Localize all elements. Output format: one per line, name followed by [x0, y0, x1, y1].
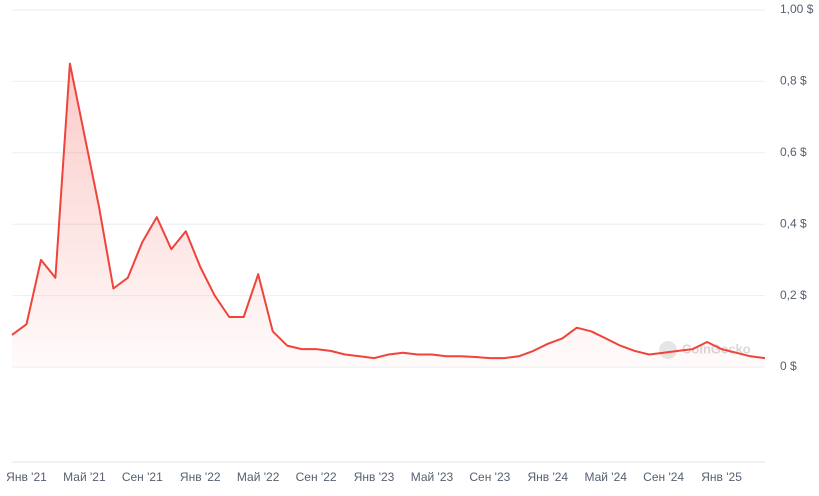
x-tick-label: Май '21	[63, 470, 106, 484]
y-tick-label: 0,2 $	[780, 288, 807, 302]
x-tick-label: Янв '25	[701, 470, 742, 484]
y-tick-label: 0,4 $	[780, 216, 807, 230]
price-line	[11, 62, 766, 360]
x-tick-label: Янв '24	[527, 470, 568, 484]
y-tick-label: 0,6 $	[780, 145, 807, 159]
y-tick-label: 1,00 $	[780, 2, 814, 16]
area	[12, 63, 765, 367]
x-tick-label: Сен '21	[122, 470, 163, 484]
x-tick-label: Сен '24	[643, 470, 684, 484]
x-tick-label: Янв '23	[354, 470, 395, 484]
y-tick-label: 0,8 $	[780, 74, 807, 88]
x-tick-label: Янв '21	[6, 470, 47, 484]
x-tick-label: Янв '22	[180, 470, 221, 484]
x-tick-label: Май '24	[584, 470, 627, 484]
y-tick-label: 0 $	[780, 359, 797, 373]
x-tick-label: Май '23	[411, 470, 454, 484]
x-tick-label: Май '22	[237, 470, 280, 484]
x-tick-label: Сен '22	[296, 470, 337, 484]
x-tick-label: Сен '23	[469, 470, 510, 484]
